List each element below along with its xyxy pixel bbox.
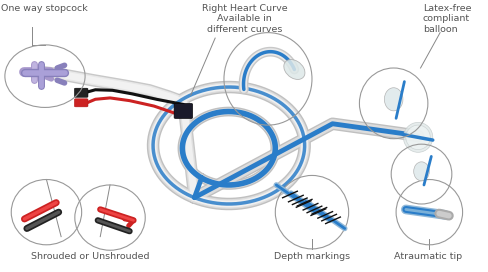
Text: Shrouded or Unshrouded: Shrouded or Unshrouded — [31, 252, 149, 261]
Ellipse shape — [413, 162, 428, 181]
Text: Latex-free
compliant
balloon: Latex-free compliant balloon — [422, 4, 470, 34]
Text: Depth markings: Depth markings — [273, 252, 349, 261]
Ellipse shape — [384, 88, 402, 111]
Ellipse shape — [405, 125, 429, 150]
FancyBboxPatch shape — [174, 103, 192, 119]
FancyBboxPatch shape — [74, 88, 88, 97]
Text: Atraumatic tip: Atraumatic tip — [393, 252, 461, 261]
Ellipse shape — [403, 122, 432, 152]
Ellipse shape — [283, 60, 305, 79]
FancyBboxPatch shape — [74, 99, 88, 107]
Text: One way stopcock: One way stopcock — [1, 4, 87, 13]
Text: Right Heart Curve
Available in
different curves: Right Heart Curve Available in different… — [201, 4, 287, 34]
